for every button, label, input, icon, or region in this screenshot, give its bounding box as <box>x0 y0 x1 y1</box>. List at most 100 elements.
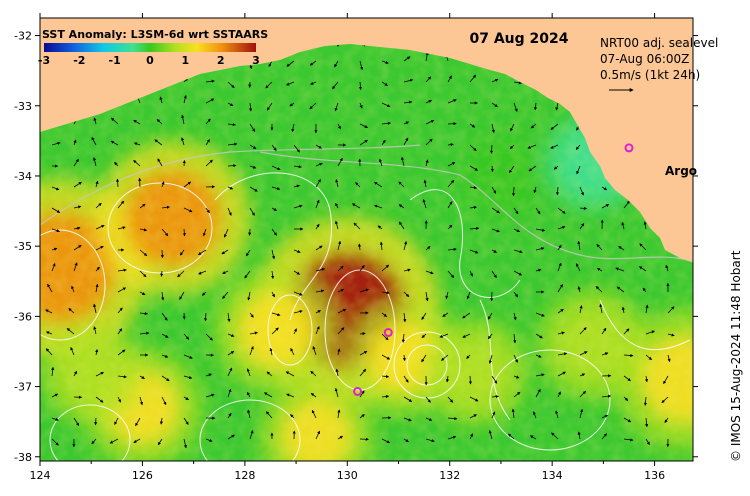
current-vector <box>381 394 390 399</box>
current-vector <box>156 118 163 125</box>
land-mass <box>40 18 693 262</box>
colorbar-ticks: -3 -2 -1 0 1 2 3 <box>38 54 260 67</box>
current-vector <box>579 373 586 377</box>
current-vector <box>421 333 427 339</box>
current-vector <box>645 304 649 314</box>
current-vector <box>403 78 414 83</box>
current-vector <box>621 221 625 230</box>
current-vector <box>447 99 457 104</box>
current-vector <box>530 123 537 129</box>
current-vector <box>557 225 566 230</box>
current-vector <box>643 221 647 230</box>
current-vector <box>469 433 474 440</box>
current-vector <box>179 291 185 300</box>
current-vector <box>246 391 251 398</box>
current-vector <box>117 226 126 230</box>
current-vector <box>487 333 493 340</box>
current-vector <box>403 396 413 402</box>
current-vector <box>227 186 234 190</box>
current-vector <box>425 291 429 302</box>
current-vector <box>337 157 343 167</box>
current-vector <box>403 268 411 272</box>
current-vector <box>557 352 568 356</box>
current-vector <box>403 291 410 298</box>
current-vector <box>291 123 295 133</box>
colorbar-tick-label: 3 <box>252 54 260 67</box>
current-vector <box>45 309 53 314</box>
current-vector <box>442 312 449 317</box>
current-vector <box>645 354 653 361</box>
current-vector <box>70 346 75 356</box>
current-vector <box>335 178 339 188</box>
current-vector <box>379 241 383 251</box>
current-vector <box>161 291 165 301</box>
current-vector <box>533 102 538 111</box>
current-vector <box>557 308 564 314</box>
current-vector <box>425 159 429 167</box>
current-vector <box>469 74 477 83</box>
current-vector <box>425 51 429 62</box>
sealevel-contours <box>40 172 691 461</box>
current-vector <box>249 186 258 192</box>
current-vector <box>579 222 585 230</box>
current-vector <box>491 375 498 384</box>
current-vector <box>639 243 647 251</box>
current-vector <box>205 207 210 214</box>
lat-tick-label: -34 <box>14 170 32 183</box>
current-vector <box>73 262 78 272</box>
current-vector <box>133 119 141 125</box>
current-vector <box>157 438 163 446</box>
current-vector <box>337 409 341 419</box>
current-vector <box>579 186 584 196</box>
current-vector <box>425 270 434 275</box>
current-vector <box>221 249 229 255</box>
colorbar-tick-label: -3 <box>38 54 50 67</box>
current-vector <box>293 328 297 335</box>
current-vector <box>315 144 322 149</box>
current-vector <box>373 181 383 188</box>
current-vector <box>335 368 339 377</box>
current-vector <box>266 371 273 377</box>
current-vector <box>47 283 53 293</box>
colorbar-tick-label: 1 <box>182 54 190 67</box>
current-vector <box>555 186 560 196</box>
current-vector <box>337 240 342 251</box>
current-vector <box>205 139 210 146</box>
current-vector <box>623 328 630 335</box>
current-vector <box>623 200 630 209</box>
colorbar-tick-label: 0 <box>146 54 154 67</box>
current-vector <box>268 60 273 67</box>
current-vector <box>315 178 321 188</box>
current-vector <box>95 266 100 272</box>
current-vector <box>469 123 476 128</box>
current-vector <box>249 123 256 132</box>
argo-floats <box>353 143 634 396</box>
current-vector <box>133 142 141 146</box>
current-vector <box>266 102 273 111</box>
current-vector <box>535 333 543 339</box>
current-vector <box>51 141 61 146</box>
current-vector <box>161 375 170 382</box>
current-vector <box>334 60 339 68</box>
current-vector <box>381 264 390 272</box>
current-vector <box>337 123 341 130</box>
current-vector <box>425 438 435 443</box>
current-vector <box>490 165 494 173</box>
current-vector <box>290 414 295 419</box>
current-vector <box>227 388 232 398</box>
current-vector <box>139 203 146 209</box>
current-vector <box>265 81 273 89</box>
current-vector <box>359 60 364 71</box>
current-vector <box>183 207 193 213</box>
current-vector <box>425 99 432 104</box>
current-vector <box>222 291 229 299</box>
current-vector <box>425 396 431 403</box>
current-vector <box>159 96 163 104</box>
current-vector <box>491 394 499 399</box>
current-vector <box>249 207 255 216</box>
current-vector <box>110 140 119 146</box>
current-vector <box>271 312 281 317</box>
current-vector <box>381 121 392 125</box>
current-vector <box>51 207 61 213</box>
current-vector <box>618 246 625 251</box>
